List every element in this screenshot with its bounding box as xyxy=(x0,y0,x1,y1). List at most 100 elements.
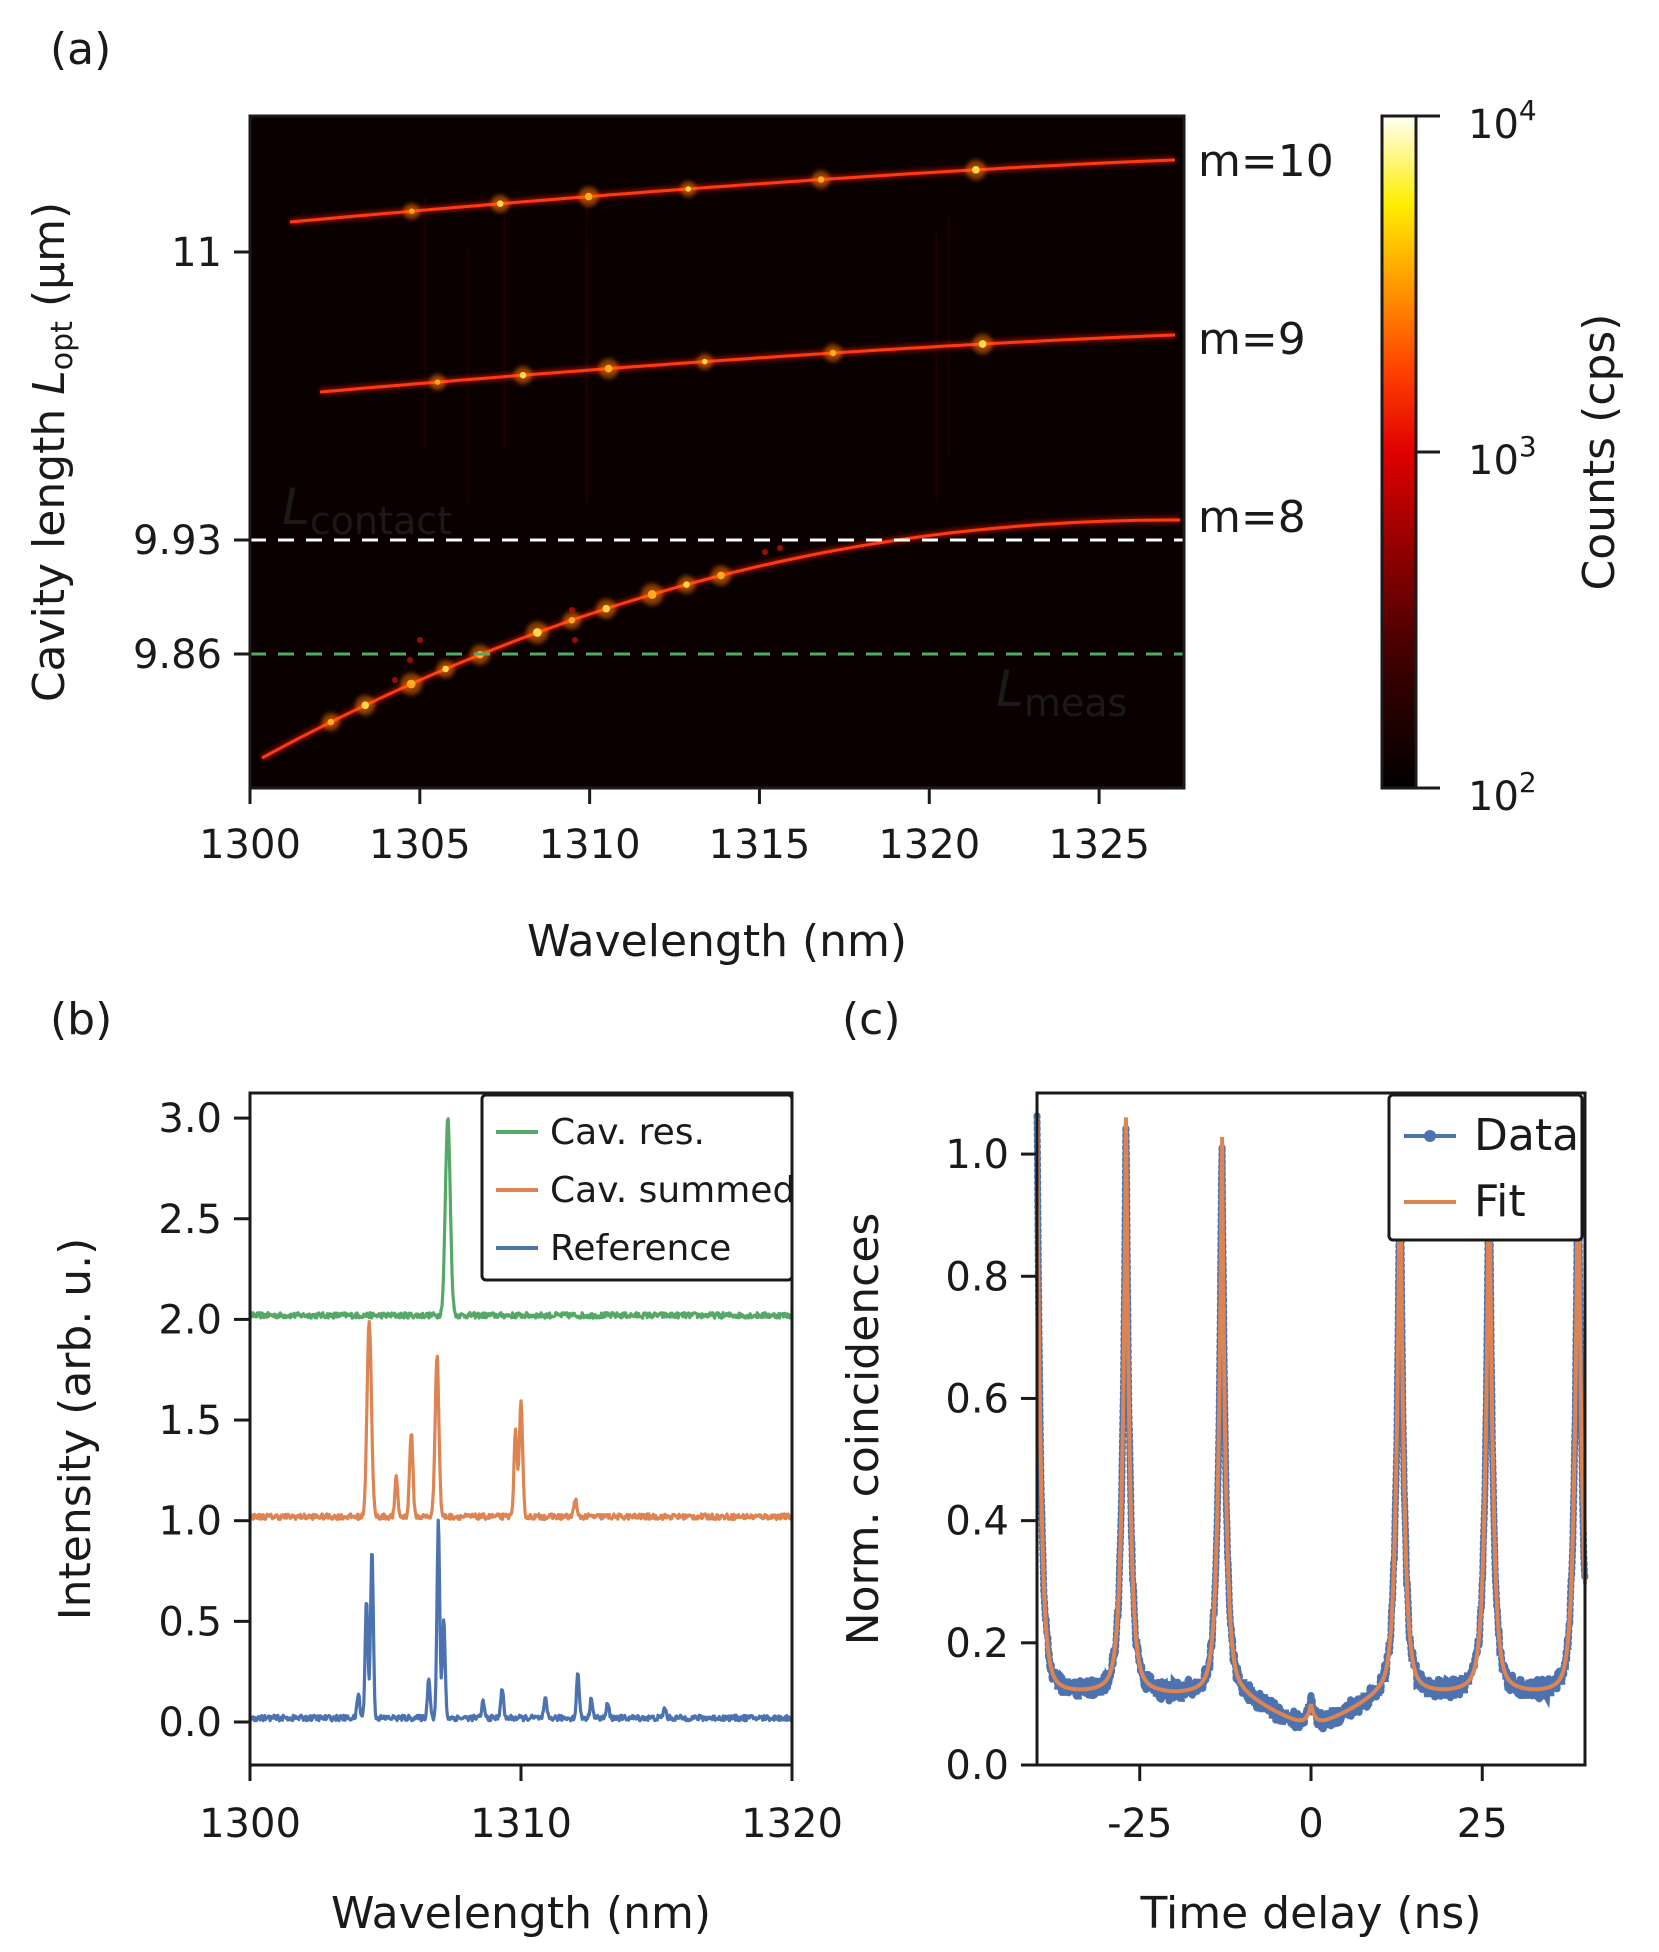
colorbar-label: Counts (cps) xyxy=(1574,314,1625,591)
panel-label-a: (a) xyxy=(50,24,111,75)
mode-hotspot xyxy=(972,165,980,174)
mode-hotspot xyxy=(406,679,416,689)
heatmap-modes xyxy=(260,156,1180,762)
colorbar-tick-label: 104 xyxy=(1468,94,1537,148)
heatmap-stray-spot xyxy=(762,549,768,555)
colorbar-ticks: 102 103 104 xyxy=(1416,94,1537,820)
spectra-y-tick-label: 1.5 xyxy=(158,1398,222,1444)
spectra-y-tick-label: 3.0 xyxy=(158,1096,222,1142)
spectrum-line-1 xyxy=(248,1320,794,1522)
colorbar-tick-label: 103 xyxy=(1468,430,1537,484)
panel-b: (b) 1300 1310 1320 0.0 0.5 1.0 1.5 2.0 2.5 3.0 W… xyxy=(50,994,843,1939)
heatmap-frame xyxy=(248,114,1186,790)
panel-label-b: (b) xyxy=(50,994,112,1045)
mode-hotspot xyxy=(602,604,611,613)
mode-hotspot xyxy=(434,379,441,385)
spectra-y-ticks: 0.0 0.5 1.0 1.5 2.0 2.5 3.0 xyxy=(158,1096,250,1746)
heatmap-x-tick-label: 1300 xyxy=(199,822,301,868)
mode-line xyxy=(319,333,1176,394)
mode-label: m=10 xyxy=(1198,136,1334,187)
heatmap-x-tick-label: 1315 xyxy=(709,822,811,868)
spectra-y-tick-label: 0.0 xyxy=(158,1700,222,1746)
reference-line-label: Lmeas xyxy=(996,660,1127,725)
spectra-y-label: Intensity (arb. u.) xyxy=(50,1238,101,1621)
coincidence-y-tick-label: 0.4 xyxy=(945,1499,1009,1545)
mode-label: m=8 xyxy=(1198,492,1306,543)
spectra-y-tick-label: 0.5 xyxy=(158,1599,222,1645)
coincidence-legend-marker xyxy=(1424,1130,1436,1142)
mode-hotspot xyxy=(408,208,415,214)
mode-hotspot xyxy=(685,186,691,192)
spectra-y-tick-label: 2.5 xyxy=(158,1197,222,1243)
mode-hotspot xyxy=(533,628,542,637)
coincidence-x-tick-label: -25 xyxy=(1107,1801,1172,1847)
coincidence-y-tick-label: 0.2 xyxy=(945,1621,1009,1667)
mode-hotspot xyxy=(647,590,657,599)
heatmap-y-ticks: 9.86 9.93 11 xyxy=(133,230,250,678)
colorbar xyxy=(1380,114,1418,790)
spectra-lines xyxy=(248,1117,794,1723)
spectra-legend: Cav. res. Cav. summed Reference xyxy=(480,1093,795,1282)
heatmap-x-ticks: 1300 1305 1310 1315 1320 1325 xyxy=(199,788,1150,868)
mode-line xyxy=(289,158,1176,224)
spectra-legend-entries: Cav. res. Cav. summed Reference xyxy=(496,1112,795,1269)
mode-hotspot xyxy=(829,349,837,357)
spectrum-line-0 xyxy=(248,1117,793,1320)
panel-c: (c) -25 0 25 0.0 0.2 0.4 0.6 0.8 1.0 Time delay… xyxy=(838,994,1589,1939)
spectra-legend-box xyxy=(480,1093,794,1282)
heatmap-stray-spot xyxy=(572,637,578,643)
coincidence-x-ticks: -25 0 25 xyxy=(1107,1765,1508,1847)
mode-hotspot xyxy=(702,358,708,365)
heatmap-x-tick-label: 1320 xyxy=(878,822,980,868)
spectra-x-ticks: 1300 1310 1320 xyxy=(199,1765,843,1847)
heatmap-stray-spot xyxy=(777,545,783,551)
heatmap-stray-spot xyxy=(569,607,575,613)
spectra-y-tick-label: 2.0 xyxy=(158,1297,222,1343)
mode-hotspot xyxy=(496,200,504,208)
panel-label-c: (c) xyxy=(842,994,901,1045)
coincidence-x-label: Time delay (ns) xyxy=(1139,1888,1481,1939)
coincidence-legend-label: Data xyxy=(1474,1110,1579,1161)
spectra-x-tick-label: 1300 xyxy=(199,1801,301,1847)
spectra-legend-label: Cav. summed xyxy=(550,1170,795,1211)
coincidence-lines xyxy=(1033,1112,1589,1740)
spectra-x-tick-label: 1320 xyxy=(741,1801,843,1847)
spectra-x-tick-label: 1310 xyxy=(470,1801,572,1847)
mode-hotspot xyxy=(361,701,370,710)
coincidence-y-ticks: 0.0 0.2 0.4 0.6 0.8 1.0 xyxy=(945,1132,1037,1789)
mode-hotspot xyxy=(519,371,527,379)
heatmap-y-tick-label: 9.86 xyxy=(133,632,222,678)
reference-line-label: Lcontact xyxy=(282,478,452,543)
mode-label: m=9 xyxy=(1198,314,1306,365)
heatmap-stray-spot xyxy=(392,677,398,683)
mode-hotspot xyxy=(817,176,825,183)
heatmap-x-label: Wavelength (nm) xyxy=(527,916,907,967)
heatmap-noise xyxy=(424,196,950,506)
heatmap-reference-lines: Lcontact Lmeas xyxy=(250,478,1184,725)
spectra-legend-label: Cav. res. xyxy=(550,1112,705,1153)
heatmap-y-label: Cavity length Lopt (µm) xyxy=(24,202,80,702)
heatmap-x-tick-label: 1305 xyxy=(369,822,471,868)
coincidence-x-tick-label: 25 xyxy=(1457,1801,1508,1847)
coincidence-y-tick-label: 0.0 xyxy=(945,1743,1009,1789)
coincidence-fit-line xyxy=(1035,1117,1587,1723)
mode-hotspot xyxy=(978,340,987,348)
mode-hotspot xyxy=(568,616,576,624)
mode-hotspot xyxy=(717,571,725,580)
heatmap-y-tick-label: 9.93 xyxy=(133,518,222,564)
mode-labels: m=10 m=9 m=8 xyxy=(1198,136,1334,543)
spectrum-line-2 xyxy=(248,1518,793,1723)
heatmap-x-tick-label: 1310 xyxy=(539,822,641,868)
coincidence-legend-entries: Data Fit xyxy=(1404,1110,1579,1227)
coincidence-y-tick-label: 1.0 xyxy=(945,1132,1009,1178)
coincidence-x-tick-label: 0 xyxy=(1298,1801,1323,1847)
mode-hotspot xyxy=(584,192,593,201)
coincidence-legend: Data Fit xyxy=(1387,1093,1584,1242)
heatmap-y-tick-label: 11 xyxy=(171,230,222,276)
spectra-y-tick-label: 1.0 xyxy=(158,1499,222,1545)
coincidence-y-label: Norm. coincidences xyxy=(838,1213,889,1646)
spectra-x-label: Wavelength (nm) xyxy=(331,1888,711,1939)
heatmap-x-tick-label: 1325 xyxy=(1048,822,1150,868)
